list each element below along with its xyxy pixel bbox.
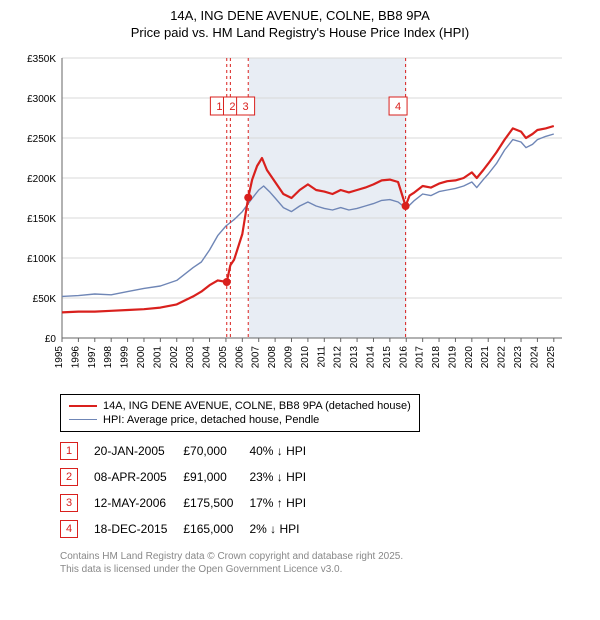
event-date: 20-JAN-2005: [94, 438, 183, 464]
line-chart: £0 £50K £100K £150K £200K £250K £300K £350K 1995…: [12, 48, 572, 388]
svg-text:2021: 2021: [480, 345, 491, 368]
svg-text:£350K: £350K: [27, 54, 56, 65]
svg-text:2008: 2008: [267, 345, 278, 368]
svg-text:2005: 2005: [218, 345, 229, 368]
event-date: 08-APR-2005: [94, 464, 183, 490]
event-delta: 17% ↑ HPI: [249, 490, 322, 516]
svg-text:2004: 2004: [202, 345, 213, 368]
svg-text:2023: 2023: [513, 345, 524, 368]
svg-text:1: 1: [216, 101, 222, 113]
legend-label: 14A, ING DENE AVENUE, COLNE, BB8 9PA (de…: [103, 400, 411, 412]
event-delta: 2% ↓ HPI: [249, 516, 322, 542]
figure-container: 14A, ING DENE AVENUE, COLNE, BB8 9PA Pri…: [0, 0, 600, 584]
svg-text:£150K: £150K: [27, 214, 56, 225]
event-marker-box: 4: [60, 520, 78, 538]
table-row: 3 12-MAY-2006£175,50017% ↑ HPI: [60, 490, 322, 516]
svg-text:1997: 1997: [87, 345, 98, 368]
svg-text:2025: 2025: [546, 345, 557, 368]
svg-text:2003: 2003: [185, 345, 196, 368]
svg-text:2014: 2014: [365, 345, 376, 368]
svg-text:2020: 2020: [464, 345, 475, 368]
chart-title: 14A, ING DENE AVENUE, COLNE, BB8 9PA Pri…: [12, 8, 588, 42]
svg-text:2010: 2010: [300, 345, 311, 368]
svg-text:2019: 2019: [447, 345, 458, 368]
chart-area: £0 £50K £100K £150K £200K £250K £300K £350K 1995…: [12, 48, 588, 388]
svg-text:£300K: £300K: [27, 94, 56, 105]
footer-line1: Contains HM Land Registry data © Crown c…: [60, 551, 403, 562]
legend-label: HPI: Average price, detached house, Pend…: [103, 414, 319, 426]
svg-text:1999: 1999: [120, 345, 131, 368]
svg-text:2007: 2007: [251, 345, 262, 368]
svg-text:£250K: £250K: [27, 134, 56, 145]
legend-swatch: [69, 405, 97, 407]
table-row: 1 20-JAN-2005£70,00040% ↓ HPI: [60, 438, 322, 464]
footer-line2: This data is licensed under the Open Gov…: [60, 564, 342, 575]
svg-text:1995: 1995: [54, 345, 65, 368]
event-date: 18-DEC-2015: [94, 516, 183, 542]
event-date: 12-MAY-2006: [94, 490, 183, 516]
event-price: £165,000: [183, 516, 249, 542]
svg-text:2011: 2011: [316, 345, 327, 367]
title-line2: Price paid vs. HM Land Registry's House …: [131, 25, 469, 40]
svg-text:2006: 2006: [234, 345, 245, 368]
svg-text:2024: 2024: [529, 345, 540, 368]
svg-text:2000: 2000: [136, 345, 147, 368]
svg-text:2013: 2013: [349, 345, 360, 368]
event-marker-box: 1: [60, 442, 78, 460]
svg-text:2022: 2022: [497, 345, 508, 368]
event-marker-box: 3: [60, 494, 78, 512]
legend-row: HPI: Average price, detached house, Pend…: [69, 413, 411, 427]
svg-text:2: 2: [229, 101, 235, 113]
svg-text:2001: 2001: [152, 345, 163, 368]
attribution-footer: Contains HM Land Registry data © Crown c…: [60, 550, 588, 576]
title-line1: 14A, ING DENE AVENUE, COLNE, BB8 9PA: [170, 8, 430, 23]
event-price: £175,500: [183, 490, 249, 516]
svg-text:1998: 1998: [103, 345, 114, 368]
svg-text:2012: 2012: [333, 345, 344, 368]
svg-text:2002: 2002: [169, 345, 180, 368]
table-row: 4 18-DEC-2015£165,0002% ↓ HPI: [60, 516, 322, 542]
svg-text:£50K: £50K: [33, 294, 57, 305]
svg-text:£100K: £100K: [27, 254, 56, 265]
legend: 14A, ING DENE AVENUE, COLNE, BB8 9PA (de…: [60, 394, 420, 432]
event-price: £70,000: [183, 438, 249, 464]
svg-text:4: 4: [395, 101, 401, 113]
svg-text:2009: 2009: [284, 345, 295, 368]
legend-swatch: [69, 419, 97, 420]
events-table: 1 20-JAN-2005£70,00040% ↓ HPI 2 08-APR-2005…: [60, 438, 322, 542]
svg-text:£0: £0: [45, 334, 57, 345]
svg-text:2015: 2015: [382, 345, 393, 368]
svg-text:2018: 2018: [431, 345, 442, 368]
event-marker-box: 2: [60, 468, 78, 486]
svg-text:£200K: £200K: [27, 174, 56, 185]
legend-row: 14A, ING DENE AVENUE, COLNE, BB8 9PA (de…: [69, 399, 411, 413]
svg-text:3: 3: [243, 101, 249, 113]
svg-text:2016: 2016: [398, 345, 409, 368]
event-delta: 40% ↓ HPI: [249, 438, 322, 464]
event-delta: 23% ↓ HPI: [249, 464, 322, 490]
table-row: 2 08-APR-2005£91,00023% ↓ HPI: [60, 464, 322, 490]
svg-text:2017: 2017: [415, 345, 426, 368]
event-price: £91,000: [183, 464, 249, 490]
svg-text:1996: 1996: [70, 345, 81, 368]
